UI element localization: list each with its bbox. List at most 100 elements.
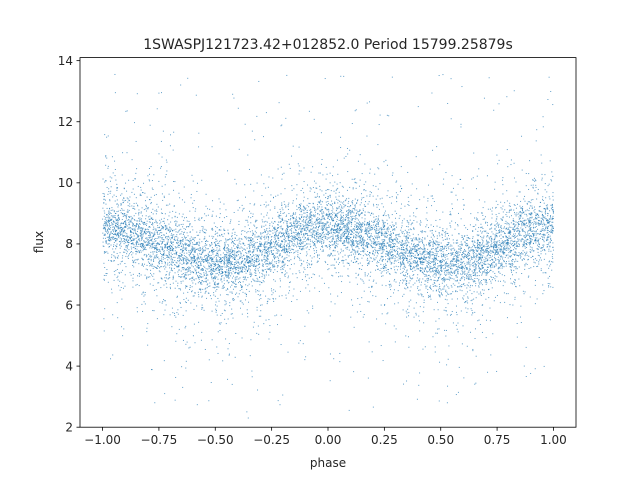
data-point [481,264,483,266]
data-point [479,323,481,325]
data-point [307,229,309,231]
data-point [154,222,156,224]
data-point [464,273,466,275]
data-point [352,249,354,251]
data-point [388,244,390,246]
data-point [145,205,147,207]
data-point [497,256,499,258]
data-point [264,247,266,249]
data-point [238,268,240,270]
data-point [332,228,334,230]
data-point [528,229,530,231]
data-point [151,180,153,182]
data-point [448,276,450,278]
data-point [305,247,307,249]
data-point [197,248,199,250]
data-point [450,293,452,295]
data-point [167,204,169,206]
data-point [515,241,517,243]
data-point [139,233,141,234]
data-point [439,235,441,237]
data-point [180,223,182,225]
data-point [212,260,214,262]
data-point [255,266,257,268]
data-point [428,261,430,263]
data-point [108,213,110,215]
data-point [211,227,213,229]
data-point [444,231,446,233]
data-point [179,229,181,231]
data-point [456,328,458,330]
data-point [285,231,287,233]
data-point [283,249,285,251]
data-point [139,240,141,242]
data-point [134,122,136,124]
data-point [472,279,474,281]
data-point [340,292,342,294]
data-point [434,267,436,268]
data-point [474,263,476,265]
data-point [438,295,440,297]
data-point [434,351,436,353]
data-point [259,237,261,239]
data-point [540,269,542,271]
data-point [122,255,124,257]
data-point [357,231,359,233]
data-point [379,227,381,229]
data-point [370,214,372,216]
data-point [263,244,265,246]
data-point [218,245,220,247]
data-point [427,248,429,250]
data-point [473,263,475,265]
data-point [529,160,531,162]
data-point [335,224,337,226]
data-point [454,254,456,256]
data-point [513,244,515,245]
data-point [122,152,124,154]
data-point [324,235,326,237]
data-point [419,330,421,332]
data-point [117,224,119,226]
data-point [518,233,520,235]
data-point [330,216,332,218]
data-point [470,279,472,280]
data-point [126,249,128,251]
data-point [150,166,152,168]
data-point [433,309,435,311]
data-point [202,288,204,290]
data-point [516,243,518,245]
data-point [348,409,350,411]
data-point [436,253,438,255]
data-point [321,232,323,234]
data-point [482,207,484,209]
data-point [223,257,225,259]
data-point [490,241,492,243]
data-point [201,296,203,298]
data-point [194,268,196,270]
data-point [496,263,498,265]
data-point [347,233,349,235]
data-point [412,248,414,250]
data-point [516,242,518,244]
data-point [142,310,144,312]
data-point [547,213,549,215]
data-point [473,244,475,246]
data-point [427,280,429,282]
data-point [263,225,265,227]
data-point [257,254,259,256]
data-point [373,239,375,241]
data-point [489,238,491,240]
data-point [527,239,529,241]
data-point [285,229,287,231]
data-point [116,219,118,221]
data-point [169,145,171,147]
data-point [260,213,262,215]
data-point [530,219,532,221]
data-point [297,251,299,253]
data-point [298,146,300,148]
data-point [504,240,506,242]
data-point [372,280,374,282]
data-point [230,263,232,265]
data-point [237,267,239,269]
data-point [201,179,203,181]
